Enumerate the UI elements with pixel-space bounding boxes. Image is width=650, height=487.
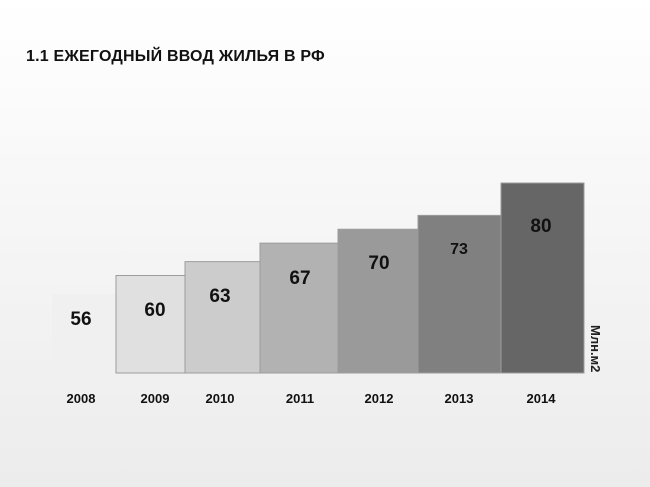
category-label-2010: 2010 xyxy=(206,391,235,406)
bar-2009 xyxy=(115,275,186,374)
category-label-2009: 2009 xyxy=(141,391,170,406)
value-label-2011: 67 xyxy=(289,268,310,289)
unit-label: Млн.м2 xyxy=(588,325,603,373)
value-label-2014: 80 xyxy=(530,216,551,237)
value-label-2010: 63 xyxy=(209,286,230,307)
category-label-2011: 2011 xyxy=(286,391,314,406)
value-label-2013: 73 xyxy=(450,241,468,258)
bar-2013 xyxy=(417,214,502,374)
category-label-2013: 2013 xyxy=(445,391,474,406)
bar-2008 xyxy=(52,294,116,373)
bar-2010 xyxy=(184,261,261,374)
value-label-2009: 60 xyxy=(144,300,165,321)
value-label-2012: 70 xyxy=(368,253,389,274)
category-label-2012: 2012 xyxy=(365,391,394,406)
bar-2014 xyxy=(500,182,585,374)
value-label-2008: 56 xyxy=(70,309,91,330)
slide-title: 1.1 ЕЖЕГОДНЫЙ ВВОД ЖИЛЬЯ В РФ xyxy=(26,48,325,65)
bar-2011 xyxy=(259,242,339,374)
bar-2012 xyxy=(337,228,419,374)
category-label-2014: 2014 xyxy=(527,391,557,406)
category-label-2008: 2008 xyxy=(67,391,96,406)
